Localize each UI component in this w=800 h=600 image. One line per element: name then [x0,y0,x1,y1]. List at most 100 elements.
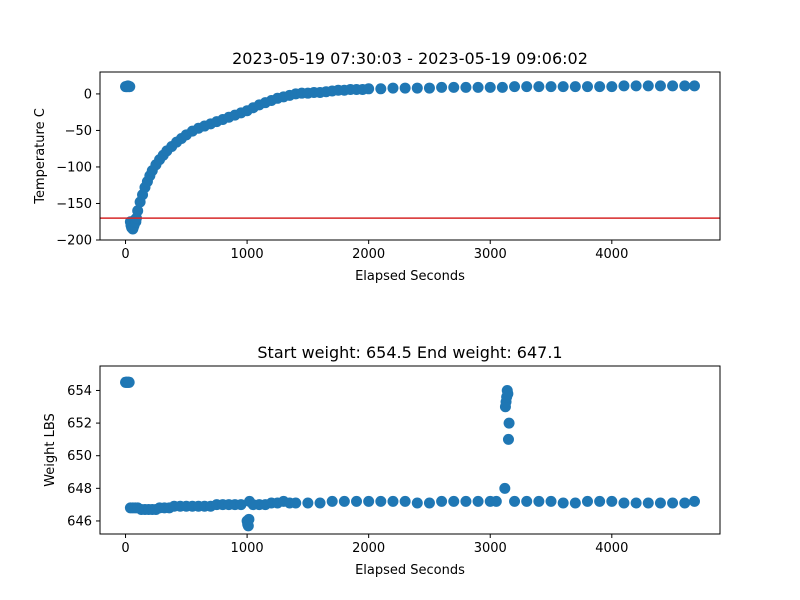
temperature-point-84 [618,80,630,92]
weight-point-58 [472,495,484,507]
weight-point-70 [521,495,533,507]
weight-point-71 [533,495,545,507]
temperature-y-axis-label: Temperature C [33,108,48,205]
weight-point-30 [235,499,247,511]
weight-point-53 [411,497,423,509]
temperature-y-tick-label-0: −200 [56,234,92,249]
weight-point-83 [679,497,691,509]
temperature-x-tick-label-2: 2000 [352,247,385,262]
temperature-y-tick-label-3: −50 [65,124,92,139]
weight-point-6 [123,376,135,388]
weight-point-45 [314,497,326,509]
weight-x-tick-label-4: 4000 [595,541,628,556]
temperature-point-79 [557,81,569,93]
temperature-point-73 [484,81,496,93]
weight-point-44 [302,497,314,509]
weight-point-69 [509,495,521,507]
temperature-point-70 [448,81,460,93]
temperature-x-tick-label-3: 3000 [474,247,507,262]
weight-point-79 [630,497,642,509]
weight-x-tick-label-2: 2000 [352,541,385,556]
temperature-point-85 [630,80,642,92]
temperature-point-90 [688,80,700,92]
weight-point-80 [642,497,654,509]
weight-point-48 [351,495,363,507]
weight-point-78 [618,497,630,509]
weight-point-66 [502,388,514,400]
temperature-point-71 [460,81,472,93]
weight-y-ticks: 646 648 650 652 654 [67,384,100,529]
weight-point-50 [375,495,387,507]
weight-point-77 [606,495,618,507]
weight-point-51 [387,495,399,507]
temperature-y-ticks: −200 −150 −100 −50 0 [56,87,100,249]
weight-x-tick-label-1: 1000 [231,541,264,556]
temperature-plot-frame [99,71,721,241]
weight-chart-title: Start weight: 654.5 End weight: 647.1 [257,343,562,362]
weight-plot-frame [99,365,721,535]
weight-subplot: Start weight: 654.5 End weight: 647.1 0 1… [43,343,721,578]
weight-point-49 [363,495,375,507]
weight-point-75 [581,495,593,507]
temperature-point-72 [472,81,484,93]
weight-point-67 [502,433,514,445]
weight-point-74 [569,497,581,509]
weight-y-tick-label-2: 650 [67,449,92,464]
temperature-point-77 [533,81,545,93]
weight-y-axis-label: Weight LBS [43,413,58,487]
weight-point-43 [290,497,302,509]
temperature-point-80 [569,81,581,93]
weight-point-73 [557,497,569,509]
weight-x-axis-label: Elapsed Seconds [355,563,465,578]
weight-y-tick-label-3: 652 [67,417,92,432]
temperature-point-86 [642,80,654,92]
temperature-point-88 [667,80,679,92]
weight-x-ticks: 0 1000 2000 3000 4000 [121,534,628,556]
weight-x-tick-label-0: 0 [121,541,129,556]
temperature-x-tick-label-1: 1000 [231,247,264,262]
temperature-point-65 [387,82,399,94]
weight-point-56 [448,495,460,507]
temperature-x-tick-label-4: 4000 [595,247,628,262]
weight-y-tick-label-0: 646 [67,514,92,529]
temperature-x-ticks: 0 1000 2000 3000 4000 [121,240,628,262]
weight-point-55 [436,495,448,507]
temperature-point-83 [606,81,618,93]
weight-point-57 [460,495,472,507]
temperature-point-87 [654,80,666,92]
temperature-x-axis-label: Elapsed Seconds [355,269,465,284]
weight-point-46 [326,495,338,507]
temperature-y-tick-label-2: −100 [56,160,92,175]
temperature-point-68 [423,82,435,94]
temperature-point-81 [581,81,593,93]
temperature-point-66 [399,82,411,94]
temperature-point-75 [509,81,521,93]
weight-point-47 [338,495,350,507]
temperature-point-64 [375,83,387,95]
temperature-point-7 [124,81,136,93]
temperature-points [120,80,700,235]
weight-point-76 [594,495,606,507]
temperature-point-67 [411,82,423,94]
temperature-point-63 [363,83,375,95]
temperature-point-89 [679,80,691,92]
weight-point-61 [499,482,511,494]
weight-x-tick-label-3: 3000 [474,541,507,556]
temperature-point-69 [436,81,448,93]
temperature-point-19 [132,205,144,217]
temperature-point-74 [496,81,508,93]
weight-point-72 [545,495,557,507]
weight-y-tick-label-4: 654 [67,384,92,399]
weight-point-60 [490,495,502,507]
temperature-chart-title: 2023-05-19 07:30:03 - 2023-05-19 09:06:0… [232,49,588,68]
weight-points [120,376,700,532]
temperature-x-tick-label-0: 0 [121,247,129,262]
temperature-point-76 [521,81,533,93]
temperature-point-78 [545,81,557,93]
temperature-y-tick-label-1: −150 [56,197,92,212]
weight-point-81 [654,497,666,509]
weight-point-52 [399,495,411,507]
temperature-point-82 [594,81,606,93]
weight-point-54 [423,497,435,509]
